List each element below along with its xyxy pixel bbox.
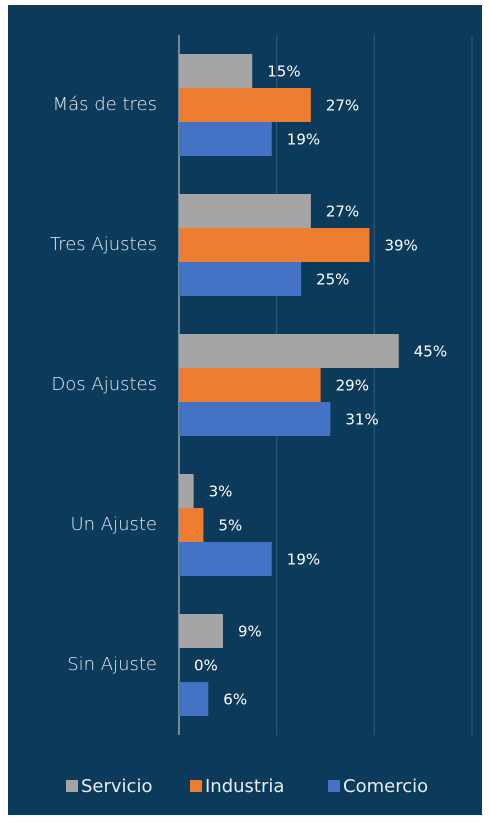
legend-label: Industria bbox=[205, 776, 284, 797]
value-label: 27% bbox=[326, 203, 359, 221]
category-label: Sin Ajuste bbox=[67, 654, 157, 675]
value-label: 25% bbox=[316, 271, 349, 289]
bar bbox=[179, 262, 302, 296]
bar bbox=[179, 402, 331, 436]
legend-label: Servicio bbox=[81, 776, 152, 797]
value-label: 19% bbox=[287, 131, 320, 149]
value-label: 9% bbox=[238, 623, 262, 641]
value-label: 6% bbox=[223, 691, 247, 709]
bar bbox=[179, 368, 321, 402]
value-label: 15% bbox=[267, 63, 300, 81]
value-label: 19% bbox=[287, 551, 320, 569]
bar bbox=[179, 682, 209, 716]
category-label: Tres Ajustes bbox=[50, 234, 157, 255]
value-label: 27% bbox=[326, 97, 359, 115]
bar bbox=[179, 194, 311, 228]
value-label: 39% bbox=[384, 237, 417, 255]
bar bbox=[179, 122, 272, 156]
category-label: Un Ajuste bbox=[70, 514, 157, 535]
category-label: Más de tres bbox=[53, 94, 157, 115]
bar bbox=[179, 508, 204, 542]
bar bbox=[179, 228, 370, 262]
value-label: 3% bbox=[209, 483, 233, 501]
legend-swatch bbox=[66, 780, 78, 792]
bar bbox=[179, 474, 194, 508]
category-label: Dos Ajustes bbox=[51, 374, 157, 395]
value-label: 31% bbox=[345, 411, 378, 429]
legend-swatch bbox=[190, 780, 202, 792]
value-label: 0% bbox=[194, 657, 218, 675]
value-label: 29% bbox=[336, 377, 369, 395]
bar bbox=[179, 614, 223, 648]
value-label: 45% bbox=[414, 343, 447, 361]
bar bbox=[179, 54, 253, 88]
legend-label: Comercio bbox=[343, 776, 428, 797]
bar bbox=[179, 542, 272, 576]
value-label: 5% bbox=[218, 517, 242, 535]
bar bbox=[179, 88, 311, 122]
legend-swatch bbox=[328, 780, 340, 792]
bar bbox=[179, 334, 399, 368]
